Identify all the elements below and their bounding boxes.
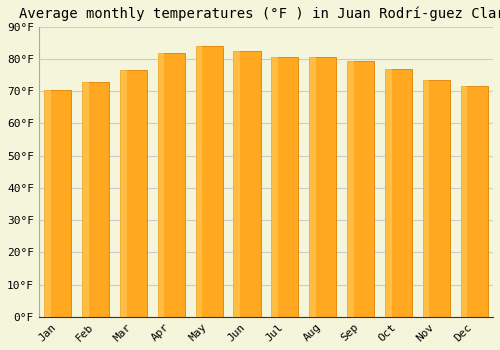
Bar: [347, 61, 354, 317]
Bar: [422, 80, 430, 317]
Bar: [385, 69, 392, 317]
Bar: [82, 82, 89, 317]
Bar: [44, 90, 72, 317]
Bar: [271, 57, 278, 317]
Bar: [385, 69, 412, 317]
Bar: [309, 57, 316, 317]
Bar: [309, 57, 336, 317]
Bar: [158, 52, 164, 317]
Bar: [196, 46, 202, 317]
Bar: [460, 86, 468, 317]
Bar: [422, 80, 450, 317]
Bar: [234, 51, 260, 317]
Bar: [120, 70, 126, 317]
Bar: [196, 46, 223, 317]
Bar: [460, 86, 488, 317]
Bar: [347, 61, 374, 317]
Bar: [234, 51, 240, 317]
Bar: [82, 82, 109, 317]
Bar: [44, 90, 51, 317]
Bar: [271, 57, 298, 317]
Bar: [158, 52, 185, 317]
Title: Average monthly temperatures (°F ) in Juan Rodrí­guez Clara: Average monthly temperatures (°F ) in Ju…: [19, 7, 500, 21]
Bar: [120, 70, 147, 317]
